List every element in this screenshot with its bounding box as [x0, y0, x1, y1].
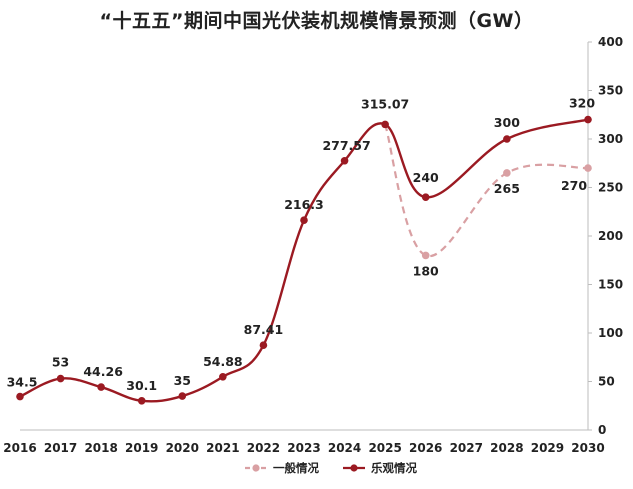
- legend-label: 一般情况: [273, 461, 319, 475]
- x-tick-label: 2017: [44, 441, 77, 455]
- data-label: 87.41: [244, 322, 284, 337]
- data-label: 277.57: [322, 138, 370, 153]
- x-tick-label: 2025: [368, 441, 401, 455]
- data-label: 270: [561, 178, 587, 193]
- x-tick-label: 2029: [531, 441, 564, 455]
- y-tick-label: 350: [598, 84, 623, 98]
- x-tick-label: 2028: [490, 441, 523, 455]
- point-general: [503, 169, 511, 177]
- data-label: 35: [174, 373, 191, 388]
- data-label: 315.07: [361, 96, 409, 111]
- series-line-optimistic: [19, 118, 589, 403]
- series-line-general: [384, 124, 589, 258]
- data-label: 30.1: [126, 378, 157, 393]
- x-tick-label: 2021: [206, 441, 239, 455]
- x-tick-label: 2027: [450, 441, 483, 455]
- point-optimistic: [381, 120, 389, 129]
- axes: 2016 2017 2018 2019 2020 2021 2022 2023 2024 2025…: [3, 35, 623, 455]
- point-optimistic: [219, 372, 227, 381]
- data-label: 300: [494, 115, 520, 130]
- point-optimistic: [421, 193, 430, 201]
- data-label: 34.5: [7, 375, 38, 390]
- y-tick-label: 400: [598, 35, 623, 49]
- y-tick-label: 50: [598, 375, 615, 389]
- legend: 一般情况 乐观情况: [245, 461, 417, 475]
- point-general: [584, 164, 592, 172]
- data-label: 53: [52, 355, 69, 370]
- point-optimistic: [56, 374, 65, 383]
- x-tick-label: 2022: [247, 441, 280, 455]
- data-label: 240: [413, 170, 439, 185]
- legend-label: 乐观情况: [371, 461, 417, 475]
- point-optimistic: [584, 115, 592, 124]
- point-optimistic: [16, 392, 24, 401]
- x-tick-label: 2019: [125, 441, 158, 455]
- data-label: 44.26: [83, 364, 123, 379]
- point-optimistic: [300, 216, 308, 224]
- y-tick-label: 300: [598, 132, 623, 146]
- x-tick-label: 2030: [571, 441, 604, 455]
- legend-swatch-marker: [350, 464, 358, 472]
- y-tick-label: 0: [598, 423, 606, 437]
- point-optimistic: [340, 156, 349, 165]
- point-optimistic: [137, 397, 146, 405]
- legend-swatch-marker: [252, 464, 260, 472]
- point-optimistic: [503, 135, 511, 143]
- data-label: 180: [413, 263, 439, 278]
- x-tick-label: 2024: [328, 441, 361, 455]
- x-tick-label: 2023: [287, 441, 320, 455]
- data-label: 54.88: [203, 354, 243, 369]
- data-label: 216.3: [284, 197, 324, 212]
- point-optimistic: [97, 383, 105, 391]
- point-optimistic: [259, 341, 268, 350]
- y-tick-label: 150: [598, 278, 623, 292]
- data-label: 320: [569, 96, 595, 111]
- y-tick-label: 250: [598, 181, 623, 195]
- y-tick-label: 100: [598, 326, 623, 340]
- point-optimistic: [178, 392, 187, 400]
- y-tick-label: 200: [598, 229, 623, 243]
- data-label: 265: [494, 181, 520, 196]
- point-general: [421, 251, 430, 260]
- x-tick-label: 2018: [84, 441, 117, 455]
- x-tick-label: 2026: [409, 441, 442, 455]
- x-tick-label: 2016: [3, 441, 36, 455]
- series-layer: [16, 115, 592, 405]
- chart-title: “十五五”期间中国光伏装机规模情景预测（GW）: [99, 10, 534, 32]
- x-tick-label: 2020: [166, 441, 199, 455]
